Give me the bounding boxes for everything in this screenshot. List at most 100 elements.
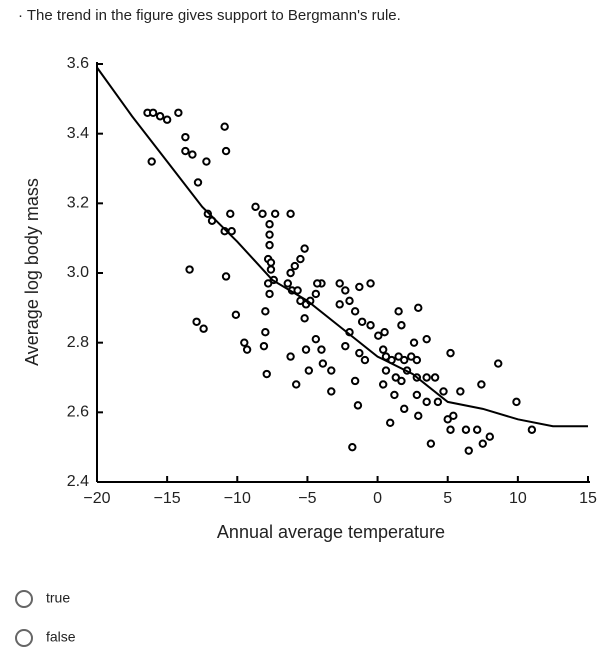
data-point (311, 334, 321, 344)
data-point (188, 150, 197, 159)
data-point (426, 439, 436, 448)
data-point (270, 209, 280, 218)
data-point (181, 146, 190, 156)
data-point (221, 146, 231, 156)
data-point (263, 279, 273, 288)
data-point (301, 345, 311, 354)
fit-curve (96, 66, 588, 428)
data-point (226, 209, 235, 218)
data-point (304, 366, 314, 375)
data-point (174, 108, 183, 117)
data-point (378, 345, 388, 354)
data-point (414, 303, 423, 313)
data-point (374, 331, 383, 340)
data-point (494, 359, 503, 368)
data-point (422, 397, 431, 407)
data-point (443, 415, 452, 424)
data-point (300, 314, 309, 323)
data-point (360, 355, 370, 365)
data-point (353, 401, 363, 410)
data-point (400, 404, 409, 414)
data-point (446, 425, 455, 434)
data-point (341, 341, 350, 351)
data-point (231, 310, 241, 319)
data-point (449, 411, 458, 421)
data-point (422, 373, 431, 382)
x-tick-label: 0 (373, 490, 382, 507)
data-point (464, 446, 473, 455)
data-point (266, 265, 276, 274)
data-point (313, 279, 322, 288)
data-point (380, 328, 389, 337)
data-point (422, 334, 431, 344)
data-point (318, 359, 328, 368)
y-tick-label: 3.6 (67, 55, 89, 72)
y-tick-label: 2.4 (67, 473, 89, 490)
data-point (477, 380, 486, 389)
data-point (242, 345, 252, 354)
data-point (412, 355, 422, 365)
data-point (345, 296, 354, 306)
y-tick-label: 2.8 (67, 334, 89, 351)
x-tick-label: −5 (298, 490, 316, 507)
data-point (355, 348, 364, 358)
data-point (265, 289, 274, 299)
x-tick-label: 5 (443, 490, 452, 507)
x-tick-label: 10 (509, 490, 527, 507)
data-point (317, 345, 326, 354)
data-point (266, 258, 276, 267)
x-tick-label: −10 (224, 490, 251, 507)
data-point (461, 425, 471, 434)
data-point (148, 108, 158, 117)
y-tick-label: 3.0 (67, 264, 89, 281)
data-point (259, 341, 269, 351)
data-point (472, 425, 482, 434)
data-point (357, 317, 367, 326)
data-point (258, 209, 267, 218)
data-point (193, 178, 203, 187)
data-point (381, 366, 391, 375)
data-point (265, 240, 274, 250)
data-point (378, 380, 388, 389)
data-point (527, 425, 537, 434)
data-point (385, 418, 395, 427)
data-point (446, 348, 455, 358)
data-point (400, 355, 409, 365)
data-point (390, 390, 399, 400)
data-point (397, 376, 406, 386)
x-tick-label: −20 (83, 490, 110, 507)
data-point (341, 286, 350, 295)
data-point (240, 338, 249, 347)
data-point (265, 230, 274, 239)
data-point (199, 324, 208, 333)
radio-button[interactable] (15, 590, 33, 608)
data-point (414, 411, 423, 421)
data-point (366, 321, 375, 330)
data-point (348, 442, 357, 452)
x-tick-label: 15 (579, 490, 597, 507)
data-point (265, 220, 274, 229)
data-point (221, 272, 231, 281)
option-label[interactable]: false (46, 629, 76, 645)
data-point (439, 387, 448, 396)
data-point (251, 202, 260, 212)
data-point (355, 282, 364, 292)
data-point (185, 265, 194, 274)
data-point (350, 376, 360, 386)
data-point (261, 307, 270, 316)
data-point (327, 387, 336, 396)
data-point (286, 209, 295, 218)
data-point (409, 338, 419, 347)
data-point (456, 387, 465, 396)
option-label[interactable]: true (46, 590, 70, 606)
x-axis-label: Annual average temperature (217, 522, 445, 542)
data-point (407, 352, 416, 361)
data-point (391, 373, 401, 382)
data-point (283, 279, 292, 288)
data-point (220, 122, 229, 131)
data-point (412, 390, 422, 400)
radio-button[interactable] (15, 629, 33, 647)
data-point (147, 157, 156, 166)
data-point (300, 244, 309, 253)
